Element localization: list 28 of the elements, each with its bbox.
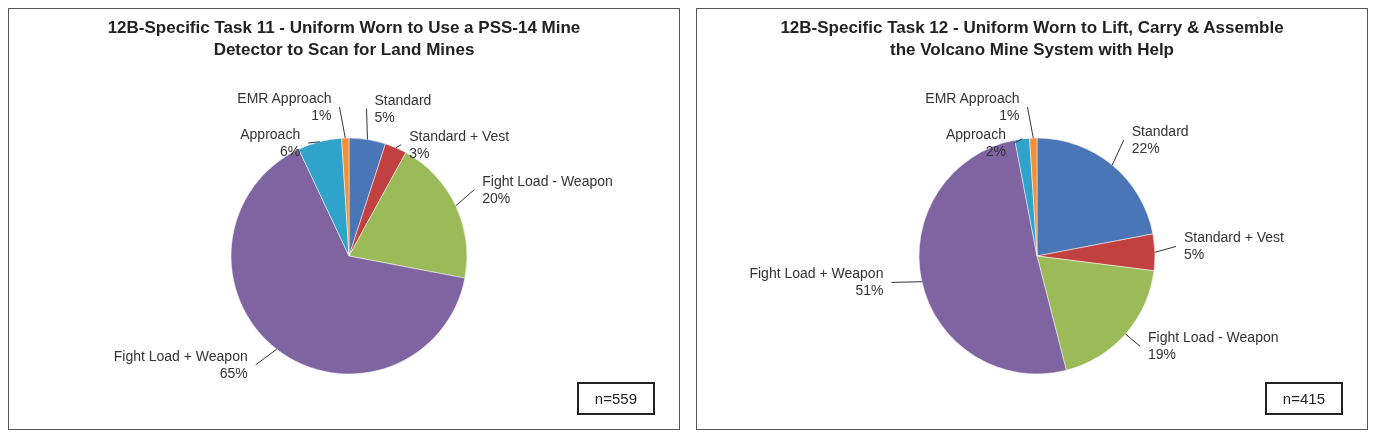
slice-label: Standard	[374, 91, 432, 108]
slice-label: EMR Approach	[237, 90, 332, 107]
chart-title: 12B-Specific Task 11 - Uniform Worn to Use a PSS-14 Mine Detector to Scan for Land Mines	[106, 17, 582, 61]
data-label: 51%	[855, 282, 884, 299]
data-label: 65%	[219, 364, 248, 381]
data-label: 2%	[985, 143, 1006, 160]
slice-label: Standard + Vest	[1183, 229, 1285, 246]
data-label: 1%	[311, 107, 332, 124]
data-label: 22%	[1131, 140, 1160, 157]
slice-label: Fight Load - Weapon	[1148, 329, 1279, 346]
data-label: 6%	[279, 143, 301, 160]
slice-label: Standard + Vest	[409, 127, 510, 144]
data-label: 1%	[999, 107, 1020, 124]
data-label: 3%	[409, 144, 430, 161]
text: n=415	[1264, 382, 1343, 415]
text: n=559	[576, 382, 655, 415]
chart-title: 12B-Specific Task 12 - Uniform Worn to Lift, Carry & Assemble the Volcano Mine System with Help	[779, 17, 1285, 61]
slice-label: Fight Load + Weapon	[113, 347, 248, 364]
slice-label: Fight Load + Weapon	[749, 265, 884, 282]
slice-label: Fight Load - Weapon	[482, 172, 613, 189]
data-label: 20%	[482, 189, 511, 206]
slice-label: Standard	[1131, 123, 1189, 140]
slice-label: Approach	[240, 126, 301, 143]
slice-label: Approach	[946, 126, 1006, 143]
data-label: 19%	[1148, 346, 1177, 363]
slice-label: EMR Approach	[925, 90, 1020, 107]
data-label: 5%	[374, 108, 395, 125]
data-label: 5%	[1183, 246, 1205, 263]
